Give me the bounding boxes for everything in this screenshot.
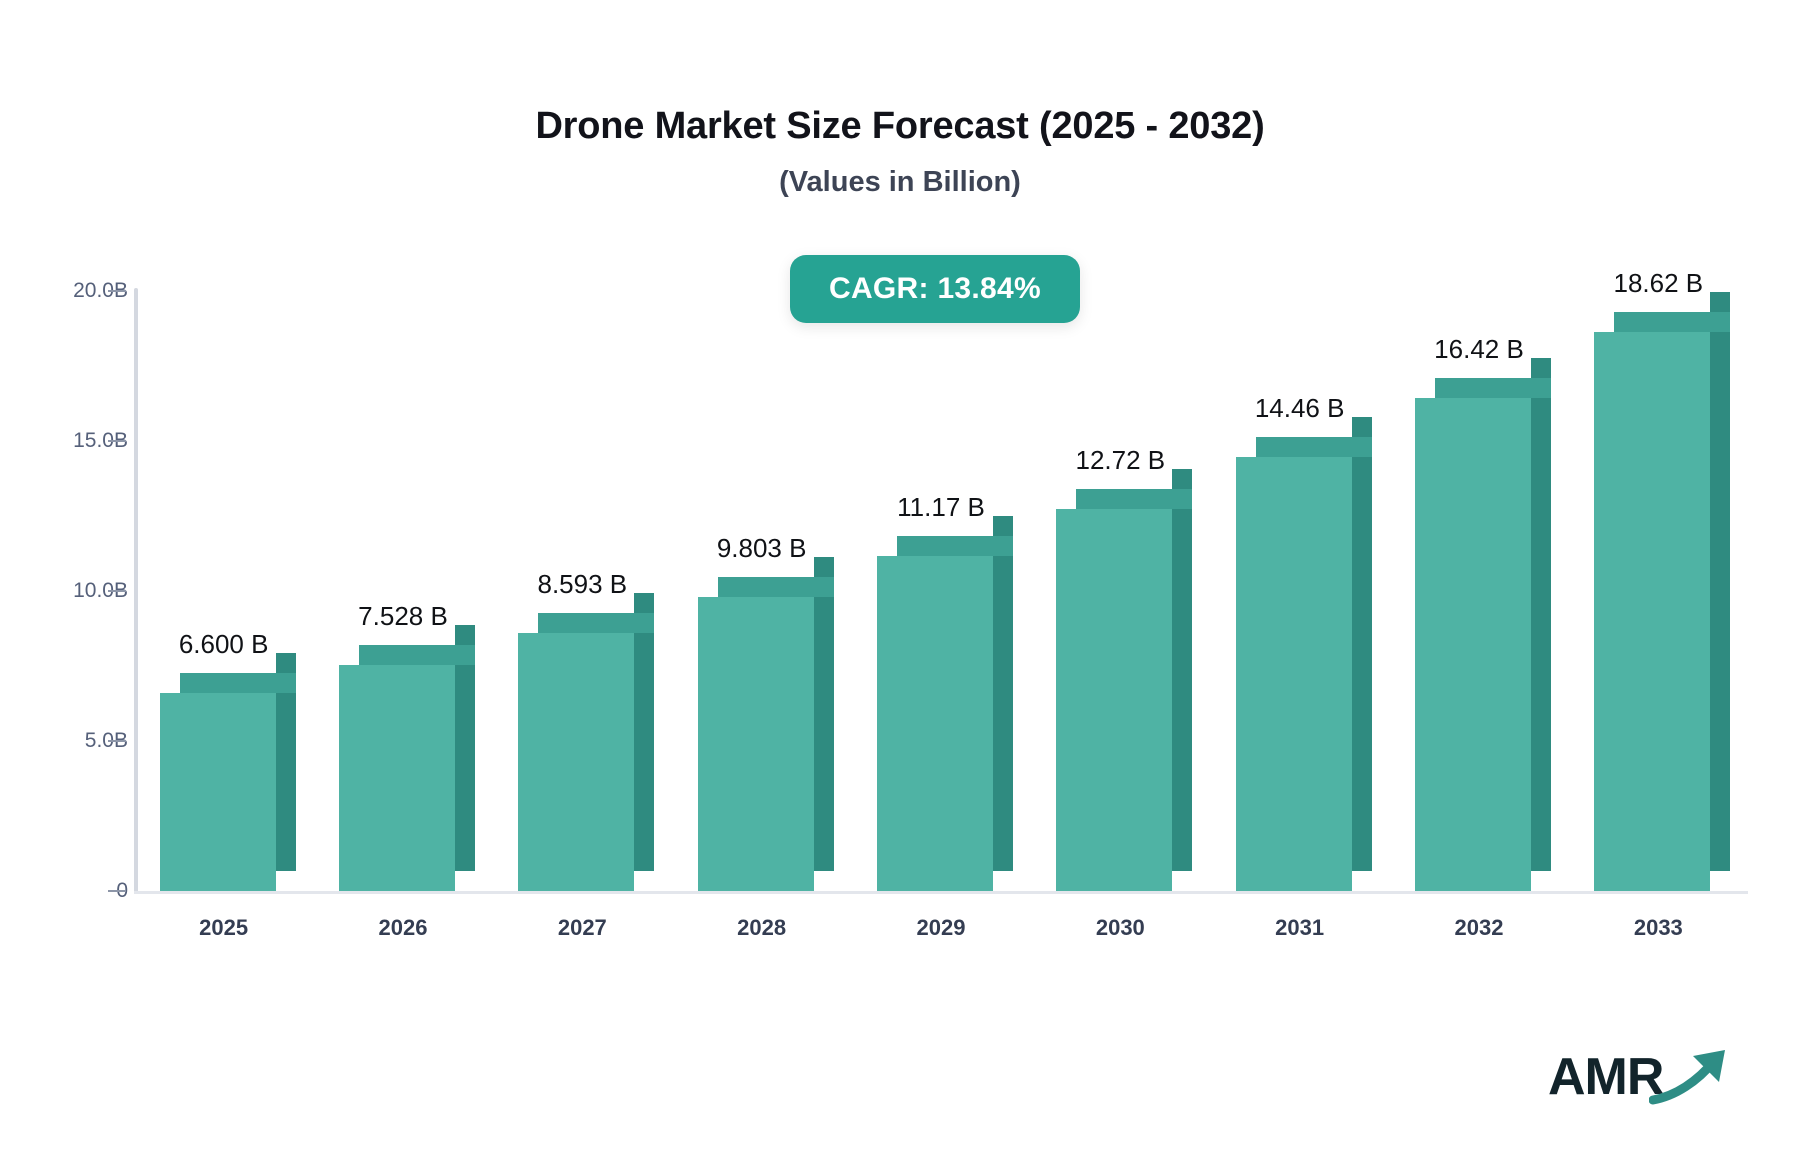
bar-2029 xyxy=(877,516,1013,891)
bar-value-label: 6.600 B xyxy=(178,629,269,659)
bar-front-face xyxy=(518,633,634,891)
x-axis-label-2030: 2030 xyxy=(1095,915,1145,940)
bar-side-face xyxy=(1352,417,1372,871)
x-axis-line xyxy=(134,891,1748,894)
bar-top-face xyxy=(1435,378,1551,398)
y-axis-tick-mark xyxy=(108,740,126,742)
y-axis-tick-label: 15.0B xyxy=(73,429,128,452)
x-axis-label-2031: 2031 xyxy=(1275,915,1325,940)
bar-value-label: 14.46 B xyxy=(1254,393,1345,423)
bar-top-face xyxy=(180,673,296,693)
bar-top-face xyxy=(897,536,1013,556)
bar-value-label: 8.593 B xyxy=(537,569,628,599)
amr-logo-text: AMR xyxy=(1548,1047,1664,1106)
bar-2032 xyxy=(1415,358,1551,891)
page-title: Drone Market Size Forecast (2025 - 2032) xyxy=(535,105,1265,147)
cagr-badge: CAGR: 13.84% xyxy=(790,255,1080,323)
bar-top-face xyxy=(538,613,654,633)
bar-front-face xyxy=(1415,398,1531,891)
x-axis-label-2032: 2032 xyxy=(1454,915,1504,940)
bar-value-label: 7.528 B xyxy=(358,601,448,631)
title-block: Drone Market Size Forecast (2025 - 2032)… xyxy=(0,105,1800,199)
y-axis-tick-mark xyxy=(108,890,126,892)
bar-front-face xyxy=(339,665,455,891)
bar-side-face xyxy=(1172,469,1192,871)
bar-side-face xyxy=(814,557,834,871)
chart-subtitle: (Values in Billion) xyxy=(779,165,1021,198)
bar-side-face xyxy=(455,625,475,871)
bar-side-face xyxy=(1710,292,1730,871)
x-axis-label-2033: 2033 xyxy=(1633,915,1683,940)
bar-value-label: 18.62 B xyxy=(1613,268,1704,298)
y-axis-tick-mark xyxy=(108,440,126,442)
bar-front-face xyxy=(877,556,993,891)
bar-2033 xyxy=(1594,292,1730,891)
bar-top-face xyxy=(1614,312,1730,332)
bar-2025 xyxy=(160,653,296,891)
bar-side-face xyxy=(634,593,654,871)
bar-2030 xyxy=(1056,469,1192,891)
bar-2031 xyxy=(1236,417,1372,891)
bar-front-face xyxy=(1056,509,1172,891)
y-axis-line xyxy=(134,288,138,894)
bar-front-face xyxy=(160,693,276,891)
y-axis-tick-mark xyxy=(108,590,126,592)
bar-value-label: 16.42 B xyxy=(1434,334,1524,364)
cagr-badge-label: CAGR: 13.84% xyxy=(828,272,1041,305)
y-axis-tick-label: 20.0B xyxy=(73,279,128,302)
bar-front-face xyxy=(1236,457,1352,891)
bar-side-face xyxy=(276,653,296,871)
x-axis-label-2028: 2028 xyxy=(737,915,787,940)
y-axis-tick-label: 5.0B xyxy=(84,729,128,752)
y-axis-tick-mark xyxy=(108,290,126,292)
bar-front-face xyxy=(1594,332,1710,891)
bar-top-face xyxy=(359,645,475,665)
bar-front-face xyxy=(698,597,814,891)
bar-value-label: 11.17 B xyxy=(897,492,985,522)
bar-value-label: 12.72 B xyxy=(1075,445,1166,475)
bar-top-face xyxy=(718,577,834,597)
amr-logo: AMR xyxy=(1548,1040,1735,1113)
bar-side-face xyxy=(1531,358,1551,871)
growth-arrow-icon xyxy=(1648,1046,1735,1113)
x-axis-label-2027: 2027 xyxy=(557,915,607,940)
bar-top-face xyxy=(1256,437,1372,457)
y-axis-tick-label: 10.0B xyxy=(73,579,128,602)
bar-2027 xyxy=(518,593,654,891)
x-axis-label-2025: 2025 xyxy=(199,915,249,940)
x-axis-label-2029: 2029 xyxy=(916,915,966,940)
x-axis-label-2026: 2026 xyxy=(378,915,428,940)
bar-2028 xyxy=(698,557,834,891)
bar-2026 xyxy=(339,625,475,891)
bar-side-face xyxy=(993,516,1013,871)
bar-value-label: 9.803 B xyxy=(716,533,807,563)
bar-top-face xyxy=(1076,489,1192,509)
